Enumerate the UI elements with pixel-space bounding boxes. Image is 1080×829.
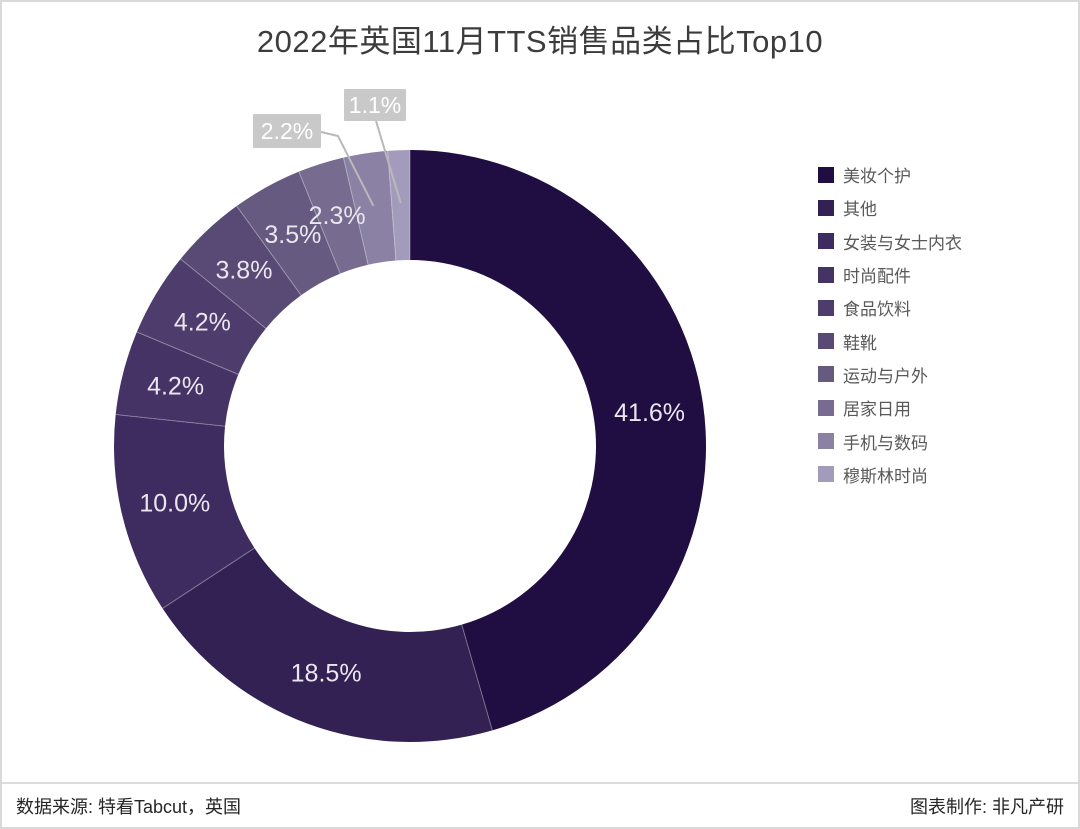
legend-swatch-icon <box>818 333 834 350</box>
pie-slice-8 <box>343 150 396 265</box>
legend-label: 穆斯林时尚 <box>843 466 928 486</box>
pie-slice-1 <box>162 548 493 742</box>
legend-item-7: 居家日用 <box>818 391 962 424</box>
slice-value-label-1: 18.5% <box>291 660 362 688</box>
slice-value-label-0: 41.6% <box>614 399 685 427</box>
chart-credit-text: 图表制作: 非凡产研 <box>909 796 1064 817</box>
legend-item-5: 鞋靴 <box>818 324 962 357</box>
pie-slice-5 <box>180 206 302 329</box>
slice-divider <box>180 258 267 329</box>
pie-slice-4 <box>136 258 266 375</box>
data-source-text: 数据来源: 特看Tabcut，英国 <box>16 796 242 817</box>
pie-slice-6 <box>236 171 341 296</box>
legend-swatch-icon <box>818 399 834 416</box>
legend-swatch-icon <box>818 466 834 483</box>
slice-value-label-2: 10.0% <box>139 490 210 518</box>
legend-item-9: 穆斯林时尚 <box>818 458 962 491</box>
slice-divider <box>342 157 369 265</box>
legend-label: 其他 <box>843 200 877 220</box>
legend-item-4: 食品饮料 <box>818 291 962 324</box>
legend-item-1: 其他 <box>818 191 962 224</box>
legend-item-2: 女装与女士内衣 <box>818 225 962 258</box>
legend-item-0: 美妆个护 <box>818 158 962 191</box>
pie-slice-2 <box>114 414 255 609</box>
slice-divider <box>162 547 255 609</box>
leader-line-9 <box>375 120 402 204</box>
legend-item-3: 时尚配件 <box>818 258 962 291</box>
pie-slice-7 <box>298 157 369 274</box>
slice-value-label-3: 4.2% <box>147 373 204 401</box>
slice-divider <box>236 205 302 296</box>
footer-bar: 数据来源: 特看Tabcut，英国 图表制作: 非凡产研 <box>2 782 1078 827</box>
slice-value-label-5: 3.8% <box>215 257 272 285</box>
legend-label: 鞋靴 <box>843 333 877 353</box>
legend-label: 美妆个护 <box>843 167 911 187</box>
legend-item-6: 运动与户外 <box>818 358 962 391</box>
slice-value-label-7: 2.3% <box>309 202 366 230</box>
legend-label: 时尚配件 <box>843 267 911 287</box>
legend-swatch-icon <box>818 233 834 250</box>
legend-item-8: 手机与数码 <box>818 424 962 457</box>
leader-line-8 <box>320 131 375 207</box>
pie-slice-0 <box>410 150 706 731</box>
callout-label-muslim-fashion: 1.1% <box>344 89 406 121</box>
legend-swatch-icon <box>818 199 834 216</box>
legend-swatch-icon <box>818 433 834 450</box>
slice-value-label-6: 3.5% <box>264 221 321 249</box>
slice-divider <box>461 624 493 731</box>
legend-label: 手机与数码 <box>843 433 928 453</box>
slice-divider <box>115 414 226 427</box>
legend-swatch-icon <box>818 266 834 283</box>
callout-label-mobile-digital: 2.2% <box>253 114 321 148</box>
slice-divider <box>298 171 341 274</box>
legend-label: 女装与女士内衣 <box>843 233 962 253</box>
slice-value-label-4: 4.2% <box>174 308 231 336</box>
chart-legend: 美妆个护其他女装与女士内衣 时尚配件食品饮料鞋靴运动与户外居家日用手机与数码穆斯林… <box>818 158 962 491</box>
slice-divider <box>136 331 239 375</box>
legend-label: 运动与户外 <box>843 366 928 386</box>
legend-swatch-icon <box>818 366 834 383</box>
legend-swatch-icon <box>818 299 834 316</box>
legend-swatch-icon <box>818 166 834 183</box>
slice-divider <box>387 150 397 261</box>
legend-label: 食品饮料 <box>843 300 911 320</box>
pie-slice-3 <box>115 332 239 427</box>
legend-label: 居家日用 <box>843 400 911 420</box>
chart-title: 2022年英国11月TTS销售品类占比Top10 <box>256 24 824 59</box>
